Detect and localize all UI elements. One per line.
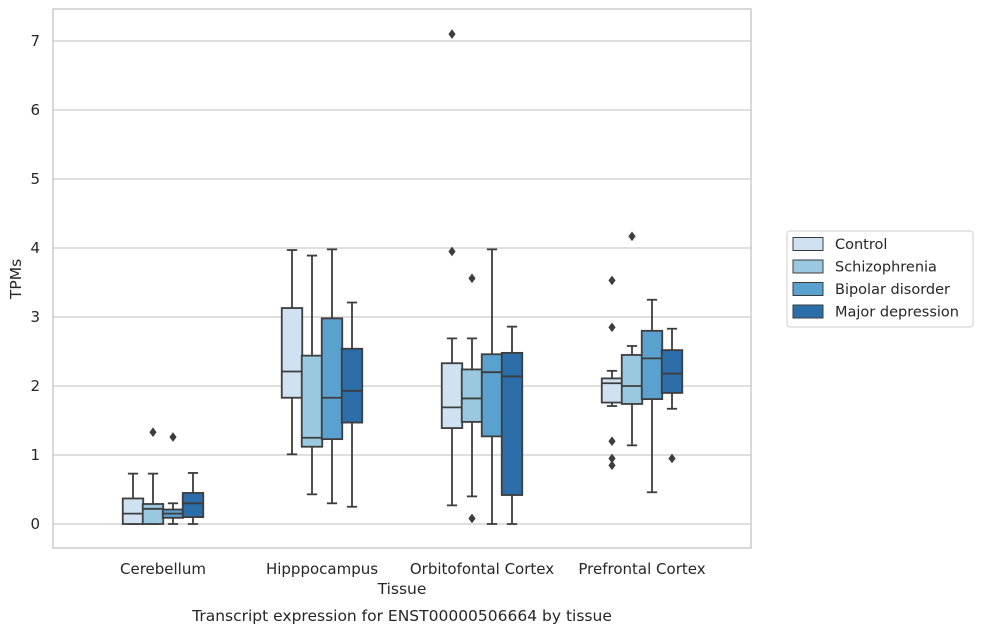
box-iqr: [600, 377, 624, 404]
box-major-depression: [181, 472, 205, 525]
legend-swatch: [792, 282, 824, 296]
outlier-point: [608, 460, 616, 471]
outlier-point: [448, 29, 456, 39]
box-iqr: [320, 317, 344, 441]
legend-swatch: [792, 259, 824, 274]
outlier-point: [169, 432, 177, 442]
box-iqr: [340, 347, 364, 424]
y-axis-label: TPMs: [7, 259, 25, 300]
outlier-point: [468, 513, 476, 524]
y-tick-label: 4: [30, 239, 40, 257]
legend-label: Bipolar disorder: [835, 282, 950, 298]
box-iqr: [141, 503, 165, 525]
box-bipolar-disorder: [161, 432, 185, 525]
plot-background: [53, 9, 751, 548]
box-iqr: [500, 351, 524, 496]
box-iqr: [300, 354, 324, 448]
x-axis-ticks: Cerebellum Hipppocampus Orbitofontal Corte…: [120, 560, 706, 578]
outlier-point: [468, 273, 476, 284]
y-axis-ticks: 0 1 2 3 4 5 6 7: [30, 32, 40, 533]
legend: Control Schizophrenia Bipolar disorder Majo…: [786, 230, 974, 328]
box-iqr: [121, 497, 145, 525]
box-control: [600, 275, 624, 471]
y-tick-label: 7: [30, 32, 40, 50]
outlier-point: [668, 453, 676, 464]
legend-label: Schizophrenia: [835, 260, 937, 276]
outlier-point: [149, 427, 157, 438]
legend-swatch: [792, 237, 824, 251]
outlier-point: [628, 231, 636, 242]
box-major-depression: [340, 301, 364, 508]
chart-caption: Transcript expression for ENST0000050666…: [191, 607, 612, 625]
plot-frame: [52, 8, 752, 549]
x-tick-label: Cerebellum: [120, 560, 206, 578]
x-axis-label: Tissue: [377, 580, 427, 598]
outlier-point: [608, 275, 616, 286]
box-control: [280, 249, 304, 456]
box-iqr: [480, 353, 504, 438]
box-iqr: [640, 329, 664, 401]
box-schizophrenia: [300, 254, 324, 496]
y-tick-label: 6: [30, 101, 40, 119]
y-tick-label: 2: [30, 377, 40, 395]
gridlines: [53, 40, 751, 525]
y-tick-label: 0: [30, 515, 40, 533]
outlier-point: [448, 246, 456, 257]
y-tick-label: 5: [30, 170, 40, 188]
legend-frame: [786, 230, 974, 328]
box-schizophrenia: [460, 273, 484, 524]
box-major-depression: [660, 327, 684, 464]
box-control: [121, 472, 145, 525]
box-iqr: [620, 354, 644, 405]
box-iqr: [660, 349, 684, 394]
x-tick-label: Prefrontal Cortex: [578, 560, 705, 578]
x-tick-label: Orbitofontal Cortex: [410, 560, 554, 578]
box-bipolar-disorder: [320, 248, 344, 505]
legend-label: Major depression: [835, 305, 959, 321]
outlier-point: [608, 322, 616, 333]
y-tick-label: 3: [30, 308, 40, 326]
box-bipolar-disorder: [480, 248, 504, 525]
box-iqr: [181, 492, 205, 519]
box-iqr: [440, 362, 464, 429]
box-iqr: [280, 307, 304, 399]
box-control: [440, 29, 464, 507]
box-schizophrenia: [141, 427, 165, 525]
legend-label: Control: [835, 237, 887, 253]
y-tick-label: 1: [30, 446, 40, 464]
outlier-point: [608, 436, 616, 446]
box-iqr: [460, 368, 484, 423]
x-tick-label: Hipppocampus: [266, 560, 378, 578]
legend-swatch: [792, 304, 824, 319]
box-major-depression: [500, 325, 524, 525]
box-groups: [121, 29, 684, 525]
outlier-point: [608, 453, 616, 464]
